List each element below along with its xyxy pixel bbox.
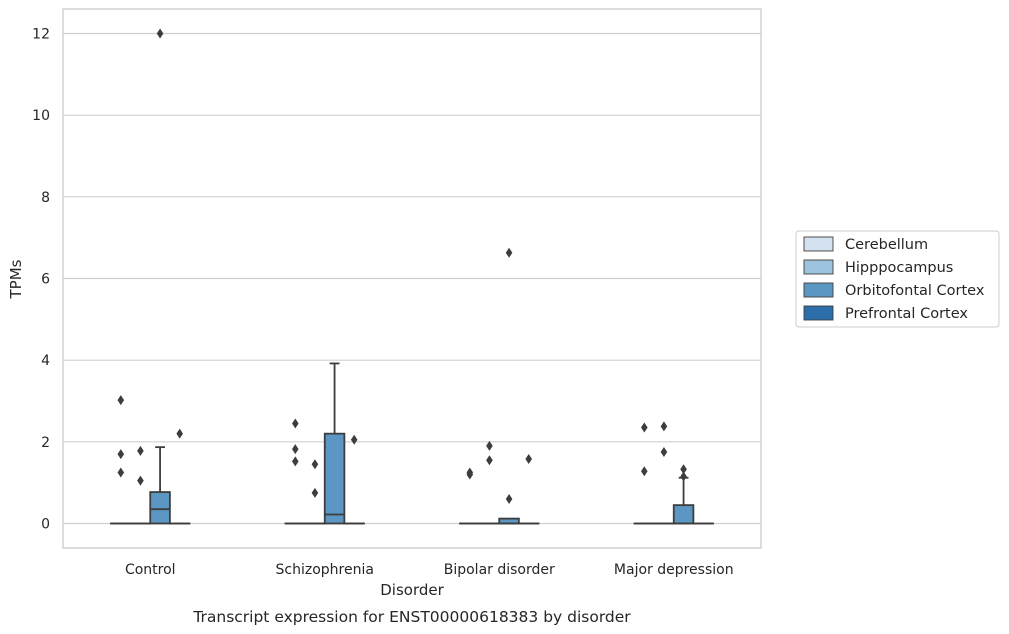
legend-label: Hipppocampus	[845, 260, 953, 276]
outlier-point	[292, 418, 299, 429]
box-prefrontal-cortex	[343, 434, 365, 525]
chart-caption: Transcript expression for ENST0000061838…	[192, 608, 631, 626]
legend-swatch	[803, 305, 834, 321]
x-tick-label: Major depression	[614, 562, 734, 578]
box	[672, 504, 695, 525]
outlier-point	[525, 453, 532, 464]
box	[323, 432, 346, 525]
legend: Cerebellum Hipppocampus Orbitofontal Corte…	[795, 230, 1000, 328]
x-tick-label: Control	[125, 562, 176, 578]
outlier-point	[292, 444, 299, 455]
box-orbitofontal-cortex	[672, 464, 695, 525]
y-tick-label: 8	[41, 190, 50, 206]
box-prefrontal-cortex	[168, 428, 191, 525]
outlier-point	[311, 487, 319, 498]
outlier-point	[505, 247, 513, 258]
y-tick-label: 0	[41, 517, 50, 533]
box-prefrontal-cortex	[517, 453, 540, 525]
y-axis-label: TPMs	[7, 259, 25, 299]
box-orbitofontal-cortex	[498, 247, 520, 525]
box-orbitofontal-cortex	[323, 362, 346, 525]
outlier-point	[466, 467, 474, 478]
legend-swatch	[803, 236, 834, 252]
x-tick-labels: Control Schizophrenia Bipolar disorder Majo…	[125, 562, 734, 578]
legend-swatch	[803, 282, 834, 298]
outlier-point	[660, 421, 668, 432]
x-axis-label: Disorder	[380, 581, 444, 599]
y-tick-labels: 0 2 4 6 8 10 12	[32, 27, 50, 533]
y-tick-label: 12	[32, 27, 50, 43]
outlier-point	[137, 475, 144, 486]
legend-label: Prefrontal Cortex	[845, 306, 968, 322]
x-tick-label: Schizophrenia	[276, 562, 374, 578]
y-tick-label: 4	[41, 353, 50, 369]
legend-frame	[795, 230, 1000, 328]
outlier-point	[641, 422, 648, 433]
outlier-point	[176, 428, 183, 439]
outlier-point	[117, 467, 125, 478]
outlier-point	[680, 464, 687, 475]
outlier-point	[311, 459, 319, 470]
y-tick-label: 10	[32, 108, 50, 124]
legend-swatch	[803, 259, 834, 275]
outlier-point	[680, 471, 687, 482]
outlier-point	[641, 466, 648, 477]
y-tick-label: 2	[41, 435, 50, 451]
box-series	[110, 28, 714, 525]
outlier-point	[660, 447, 668, 458]
outlier-point	[117, 395, 125, 406]
outlier-point	[505, 494, 513, 504]
box	[149, 491, 171, 525]
outlier-point	[117, 449, 125, 460]
outlier-point	[486, 440, 493, 451]
box-cerebellum	[284, 418, 307, 525]
y-tick-label: 6	[41, 272, 50, 288]
legend-label: Cerebellum	[845, 237, 928, 253]
outlier-point	[350, 434, 358, 445]
box-cerebellum	[110, 395, 132, 525]
outlier-point	[486, 455, 493, 466]
plot-frame	[62, 8, 762, 549]
outlier-point	[292, 456, 299, 467]
box-orbitofontal-cortex	[149, 28, 171, 525]
legend-label: Orbitofontal Cortex	[845, 283, 985, 299]
x-tick-label: Bipolar disorder	[444, 562, 555, 578]
outlier-point	[137, 445, 144, 456]
outlier-point	[156, 28, 164, 39]
